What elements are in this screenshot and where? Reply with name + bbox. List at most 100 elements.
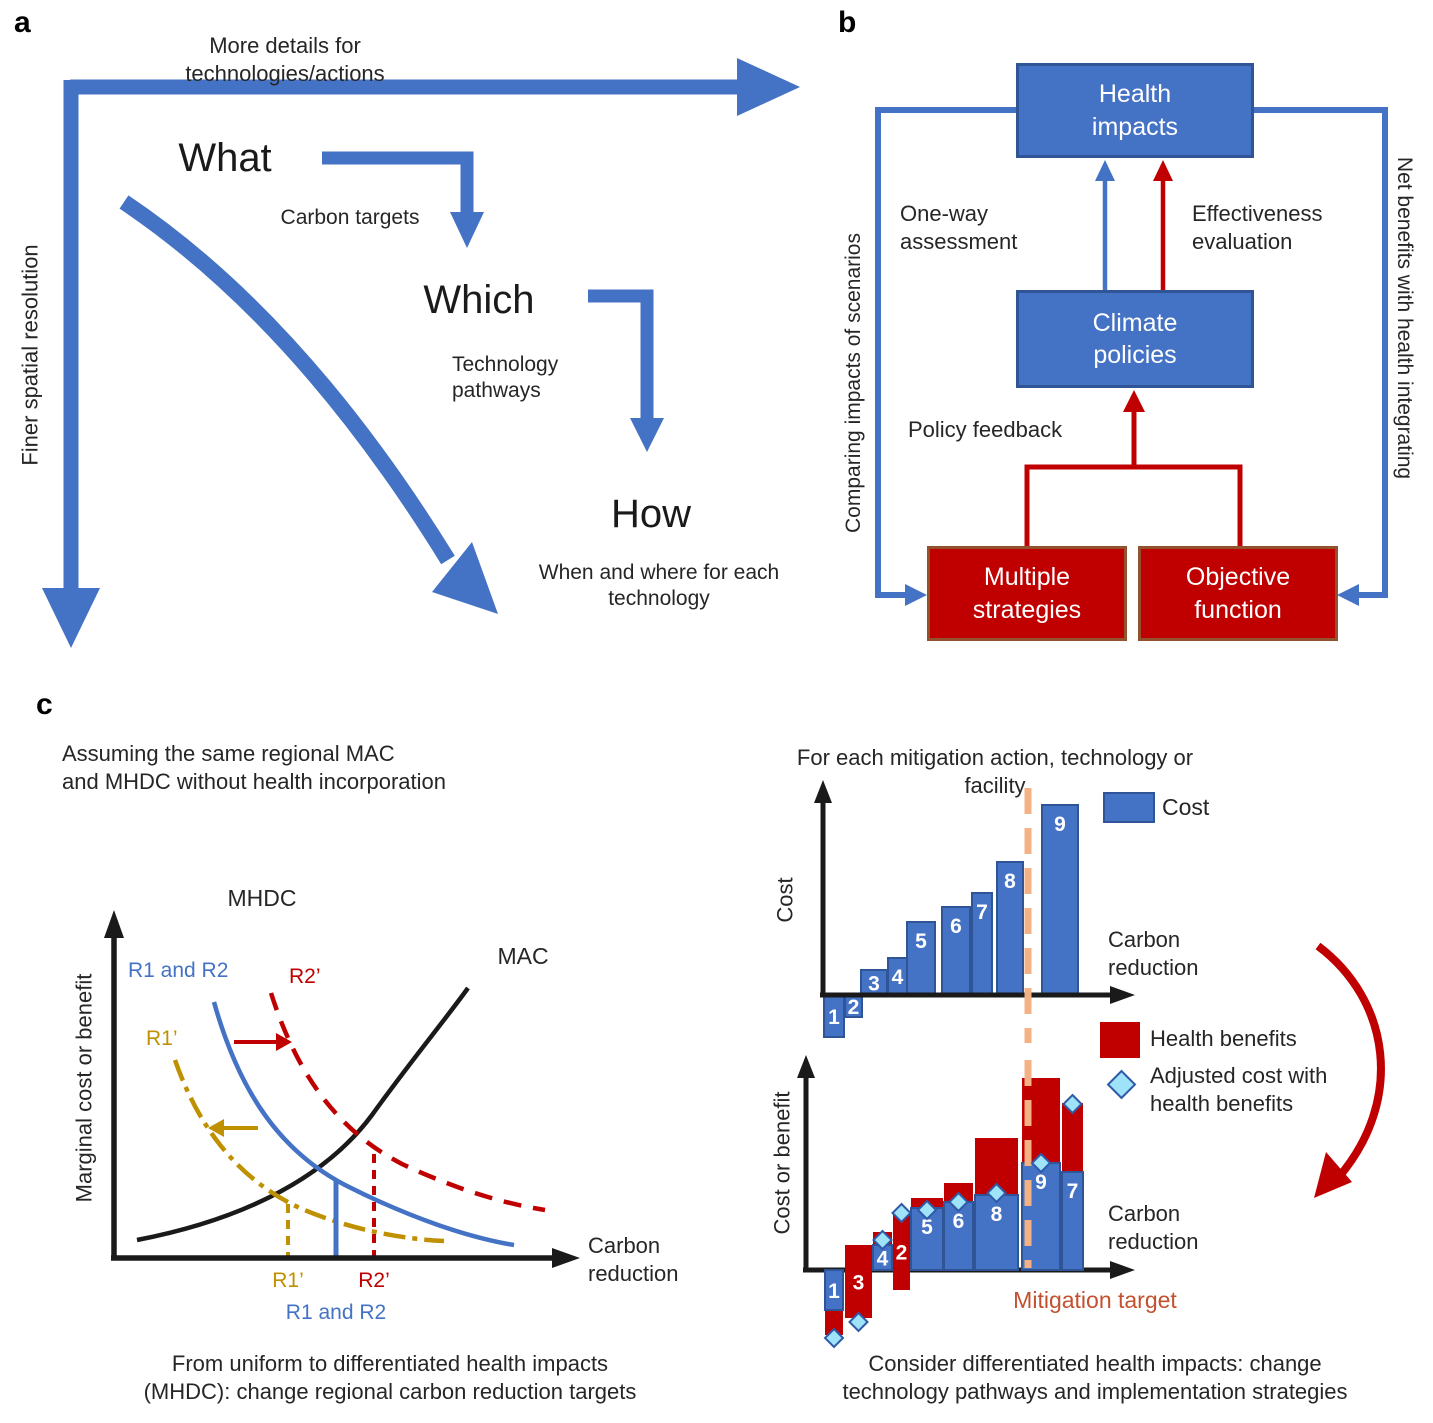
adjusted-bar-number: 1 [828, 1280, 840, 1303]
shift-right-arrowhead-icon [276, 1033, 292, 1051]
r1-prime-axis-marker-label: R1’ [272, 1269, 304, 1292]
which-to-how-arrowhead-icon [630, 418, 664, 452]
left-chart-caption: From uniform to differentiated health im… [80, 1350, 700, 1405]
adjusted-chart-ylabel: Cost or benefit [769, 1091, 795, 1235]
comparing-impacts-arrowhead-icon [905, 584, 927, 606]
step-which-subtitle: Technology pathways [452, 353, 559, 403]
strategies-junction-line [1024, 464, 1243, 546]
r1r2-curve-label: R1 and R2 [128, 959, 229, 982]
cost-bar-number: 6 [950, 915, 962, 938]
health-benefits-legend-swatch [1100, 1022, 1140, 1058]
mitigation-target-label: Mitigation target [1013, 1287, 1177, 1313]
cost-bar-number: 4 [892, 966, 904, 989]
r2-prime-curve-label: R2’ [289, 965, 321, 988]
climate-policies-box: Climate policies [1016, 290, 1254, 388]
panel-a-top-axis-label: More details for technologies/actions [185, 33, 385, 86]
left-chart-caption-line1: From uniform to differentiated health im… [171, 1351, 609, 1376]
mhdc-r1-prime-curve [172, 1059, 445, 1244]
cost-bar-number: 5 [915, 930, 927, 953]
adjusted-chart-overlay [823, 1060, 1083, 1349]
adjusted-chart-x-arrowhead-icon [1110, 1261, 1135, 1279]
cost-chart-xlabel: Carbon reduction [1108, 927, 1199, 980]
multiple-strategies-box: Multiple strategies [927, 546, 1127, 641]
adjusted-cost-legend-label: Adjusted cost with health benefits [1150, 1062, 1327, 1117]
cost-legend-swatch [1103, 792, 1155, 823]
right-chart-caption-line2: technology pathways and implementation s… [842, 1378, 1348, 1404]
mac-curve-label: MAC [497, 943, 549, 969]
adjusted-cost-diamond [948, 1191, 969, 1213]
left-chart-title-line1: Assuming the same regional MAC [62, 741, 395, 766]
rethink-loop-arrowhead-icon [1314, 1152, 1352, 1198]
health-impacts-box: Health impacts [1016, 63, 1254, 158]
panel-b-label: b [838, 6, 857, 39]
objective-function-box: Objective function [1138, 546, 1338, 641]
step-what-title: What [178, 136, 272, 180]
panel-b-connectors [875, 107, 1388, 606]
panel-a-left-axis-label: Finer spatial resolution [17, 244, 43, 466]
cost-bar-number: 7 [976, 901, 988, 924]
left-chart-xlabel: Carbon reduction [588, 1233, 679, 1286]
net-benefits-loop-line [1254, 107, 1388, 598]
step-how-subtitle: When and where for each technology [538, 561, 780, 611]
what-to-which-arrowhead-icon [450, 212, 484, 248]
right-chart-caption-line1: Consider differentiated health impacts: … [868, 1351, 1322, 1376]
adjusted-chart-y-arrowhead-icon [797, 1055, 815, 1078]
panel-c-label: c [36, 688, 53, 721]
net-benefits-arrowhead-icon [1337, 584, 1359, 606]
adjusted-bar-number: 2 [896, 1242, 908, 1265]
r1-prime-curve-label: R1’ [146, 1027, 178, 1050]
finer-resolution-arrowhead-icon [42, 588, 100, 648]
effectiveness-arrowhead-icon [1153, 160, 1173, 181]
panel-a-label: a [14, 6, 31, 39]
adjusted-cost-diamond [872, 1229, 893, 1251]
which-to-how-elbow-arrow [588, 289, 654, 420]
r1r2-axis-marker-label: R1 and R2 [285, 1301, 387, 1324]
adjusted-cost-legend-line2: health benefits [1150, 1090, 1294, 1116]
step-how-title: How [610, 492, 692, 536]
adjusted-bar-number: 7 [1067, 1180, 1079, 1203]
cost-chart-ylabel: Cost [772, 877, 798, 923]
adjusted-cost-legend-line1: Adjusted cost with [1150, 1063, 1328, 1088]
right-chart-caption: Consider differentiated health impacts: … [775, 1350, 1415, 1405]
cost-bar-number: 1 [828, 1006, 840, 1029]
health-benefit-bar [825, 1310, 843, 1335]
cost-bar-number: 2 [848, 996, 860, 1019]
diagonal-flow-curve [119, 195, 455, 565]
adjusted-bar-number: 3 [853, 1272, 865, 1295]
adjusted-bar-number: 5 [921, 1216, 933, 1239]
right-chart-title: For each mitigation action, technology o… [796, 745, 1194, 798]
cost-chart-x-arrowhead-icon [1110, 986, 1135, 1004]
shift-left-arrowhead-icon [208, 1119, 224, 1137]
health-benefit-bar [845, 1245, 872, 1318]
left-chart-caption-line2: (MHDC): change regional carbon reduction… [143, 1378, 637, 1404]
health-impacts-box-label: Health impacts [1091, 80, 1179, 141]
more-details-arrowhead-icon [737, 58, 800, 116]
adjusted-cost-diamond [823, 1327, 845, 1349]
mac-mhdc-chart [104, 910, 580, 1268]
cost-legend-label: Cost [1162, 794, 1210, 820]
policy-feedback-arrowhead-icon [1123, 390, 1145, 412]
cost-chart-y-arrowhead-icon [814, 780, 832, 803]
mhdc-r1r2-curve [211, 1001, 515, 1248]
step-what-subtitle: Carbon targets [280, 206, 420, 229]
multiple-strategies-box-label: Multiple strategies [972, 563, 1082, 624]
climate-policies-box-label: Climate policies [1092, 308, 1178, 370]
objective-function-box-label: Objective function [1185, 563, 1291, 624]
what-to-which-elbow-arrow [322, 151, 474, 214]
panel-a-arrows [42, 58, 800, 648]
effectiveness-evaluation-label: Effectiveness evaluation [1192, 201, 1323, 254]
adjusted-chart: 1 34 25 6 8 9 7 [797, 1055, 1135, 1349]
cost-bar [1041, 804, 1079, 996]
adjusted-bar-number: 9 [1035, 1171, 1047, 1194]
adjusted-cost-diamond [1062, 1093, 1083, 1115]
mac-curve [136, 986, 470, 1243]
step-which-title: Which [423, 278, 535, 322]
one-way-assessment-label: One-way assessment [900, 201, 1018, 254]
health-benefit-bar [893, 1213, 910, 1290]
health-benefits-legend-label: Health benefits [1150, 1026, 1297, 1051]
diagonal-flow-arrowhead-icon [432, 542, 498, 614]
